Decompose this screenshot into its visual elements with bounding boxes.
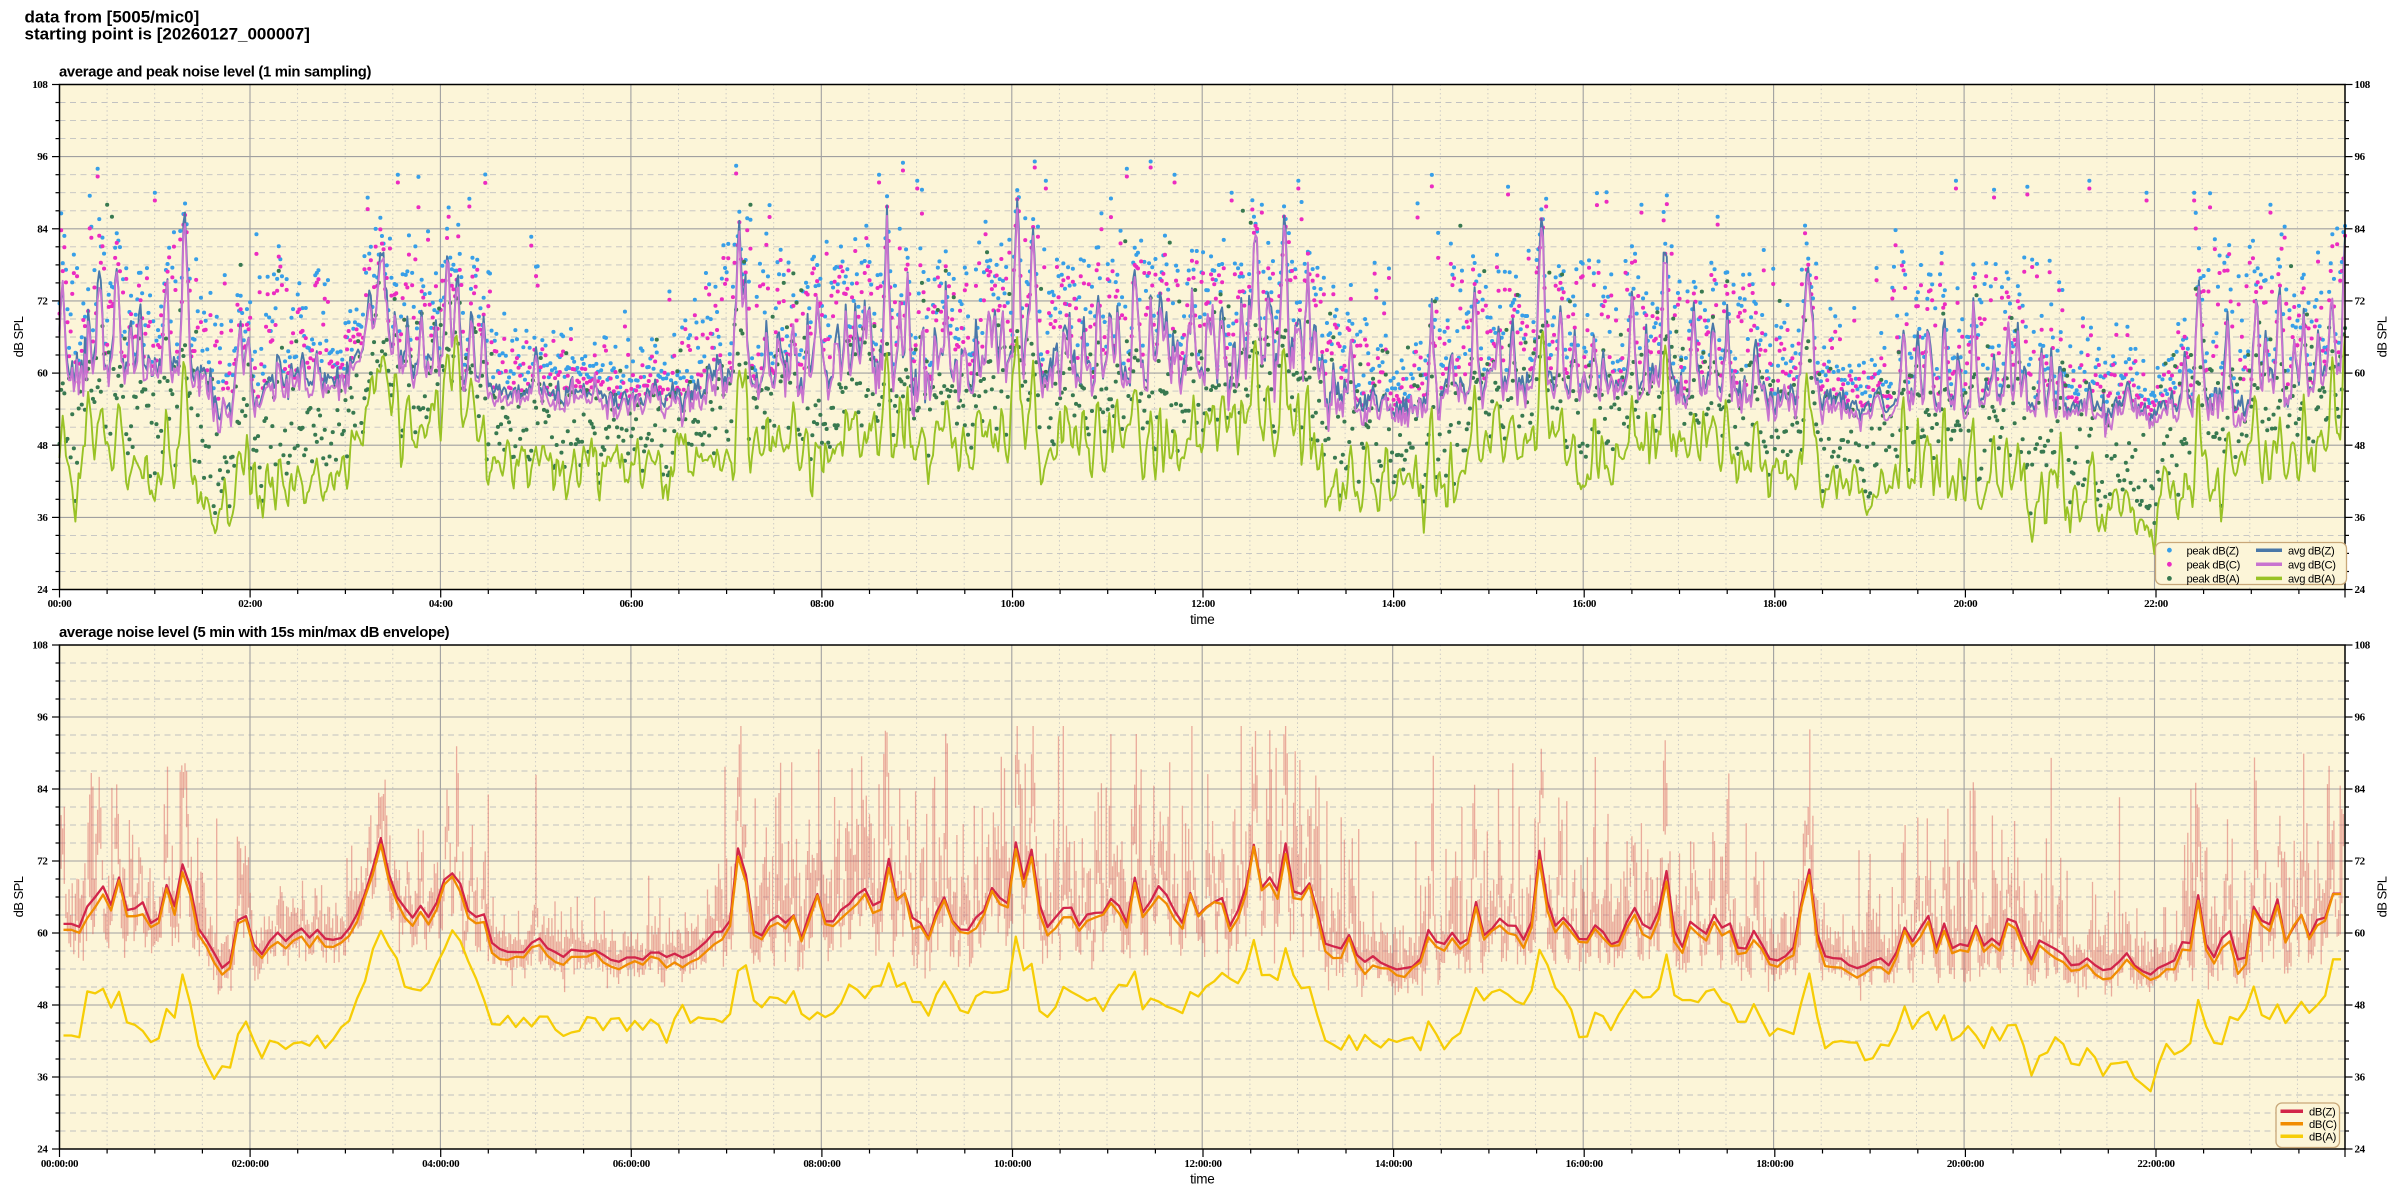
svg-text:16:00:00: 16:00:00	[1566, 1158, 1604, 1170]
svg-text:84: 84	[2355, 784, 2366, 796]
svg-text:14:00:00: 14:00:00	[1375, 1158, 1413, 1170]
svg-text:14:00: 14:00	[1382, 598, 1407, 610]
svg-text:22:00:00: 22:00:00	[2137, 1158, 2175, 1170]
svg-text:84: 84	[37, 223, 48, 235]
svg-text:24: 24	[37, 1144, 48, 1156]
svg-text:72: 72	[37, 856, 48, 868]
svg-text:10:00: 10:00	[1001, 598, 1026, 610]
svg-text:average and peak noise level (: average and peak noise level (1 min samp…	[59, 65, 372, 81]
svg-text:peak dB(A): peak dB(A)	[2187, 574, 2241, 586]
svg-text:12:00: 12:00	[1191, 598, 1216, 610]
svg-text:108: 108	[2355, 79, 2371, 91]
svg-text:08:00: 08:00	[810, 598, 835, 610]
svg-text:08:00:00: 08:00:00	[803, 1158, 841, 1170]
svg-text:02:00: 02:00	[238, 598, 263, 610]
svg-text:96: 96	[2355, 712, 2366, 724]
svg-text:72: 72	[2355, 296, 2366, 308]
svg-text:60: 60	[37, 368, 48, 380]
svg-text:04:00: 04:00	[429, 598, 454, 610]
svg-text:108: 108	[32, 640, 48, 652]
svg-text:108: 108	[2355, 640, 2371, 652]
svg-text:06:00:00: 06:00:00	[613, 1158, 651, 1170]
svg-text:dB(Z): dB(Z)	[2309, 1107, 2336, 1119]
svg-text:36: 36	[37, 512, 48, 524]
svg-text:20:00:00: 20:00:00	[1947, 1158, 1985, 1170]
svg-text:02:00:00: 02:00:00	[232, 1158, 270, 1170]
svg-text:72: 72	[2355, 856, 2366, 868]
svg-text:84: 84	[37, 784, 48, 796]
svg-text:48: 48	[37, 440, 48, 452]
svg-text:00:00:00: 00:00:00	[41, 1158, 79, 1170]
svg-text:16:00: 16:00	[1572, 598, 1597, 610]
svg-text:04:00:00: 04:00:00	[422, 1158, 460, 1170]
svg-text:36: 36	[37, 1072, 48, 1084]
svg-text:36: 36	[2355, 1072, 2366, 1084]
svg-text:24: 24	[37, 584, 48, 596]
svg-text:time: time	[1190, 1172, 1214, 1187]
svg-text:96: 96	[37, 151, 48, 163]
svg-text:00:00: 00:00	[48, 598, 73, 610]
svg-text:60: 60	[2355, 928, 2366, 940]
svg-text:time: time	[1190, 612, 1214, 627]
svg-text:48: 48	[37, 1000, 48, 1012]
svg-text:96: 96	[2355, 151, 2366, 163]
svg-text:60: 60	[2355, 368, 2366, 380]
svg-text:avg dB(A): avg dB(A)	[2288, 574, 2336, 586]
svg-text:96: 96	[37, 712, 48, 724]
svg-text:dB(C): dB(C)	[2309, 1119, 2337, 1131]
svg-text:dB SPL: dB SPL	[11, 876, 26, 917]
svg-text:48: 48	[2355, 1000, 2366, 1012]
svg-text:dB SPL: dB SPL	[2375, 316, 2390, 357]
svg-text:12:00:00: 12:00:00	[1184, 1158, 1222, 1170]
svg-text:20:00: 20:00	[1954, 598, 1979, 610]
svg-text:24: 24	[2355, 584, 2366, 596]
svg-text:dB(A): dB(A)	[2309, 1132, 2337, 1144]
svg-text:peak dB(Z): peak dB(Z)	[2187, 545, 2240, 557]
svg-text:18:00:00: 18:00:00	[1756, 1158, 1794, 1170]
svg-text:24: 24	[2355, 1144, 2366, 1156]
svg-text:data from [5005/mic0]: data from [5005/mic0]	[25, 7, 200, 26]
svg-text:60: 60	[37, 928, 48, 940]
svg-text:10:00:00: 10:00:00	[994, 1158, 1032, 1170]
svg-text:48: 48	[2355, 440, 2366, 452]
svg-text:18:00: 18:00	[1763, 598, 1788, 610]
svg-text:dB SPL: dB SPL	[2375, 876, 2390, 917]
svg-text:108: 108	[32, 79, 48, 91]
svg-text:dB SPL: dB SPL	[11, 316, 26, 357]
svg-text:36: 36	[2355, 512, 2366, 524]
svg-text:84: 84	[2355, 223, 2366, 235]
svg-text:06:00: 06:00	[619, 598, 644, 610]
svg-text:avg dB(Z): avg dB(Z)	[2288, 545, 2335, 557]
svg-text:starting point is [20260127_00: starting point is [20260127_000007]	[25, 25, 310, 44]
svg-text:22:00: 22:00	[2144, 598, 2169, 610]
svg-text:average noise level (5 min wit: average noise level (5 min with 15s min/…	[59, 625, 450, 641]
svg-text:peak dB(C): peak dB(C)	[2187, 560, 2241, 572]
svg-text:avg dB(C): avg dB(C)	[2288, 560, 2336, 572]
svg-text:72: 72	[37, 296, 48, 308]
